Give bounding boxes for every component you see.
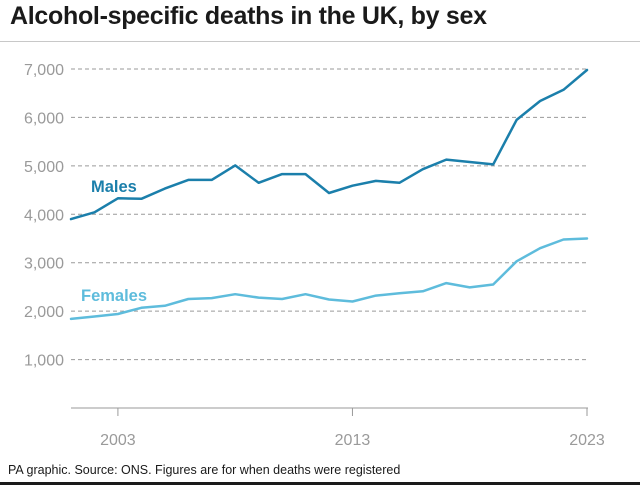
y-tick-label: 4,000 <box>24 207 64 224</box>
x-tick-label: 2023 <box>569 432 605 449</box>
series-line-males <box>69 68 589 221</box>
title-divider <box>0 41 640 42</box>
x-tick-label: 2003 <box>100 432 136 449</box>
series-line-females <box>69 237 589 321</box>
series-label-males: Males <box>91 178 137 196</box>
series-label-females: Females <box>81 287 147 305</box>
x-tick-label: 2013 <box>335 432 371 449</box>
series-lines <box>69 68 589 321</box>
chart-title: Alcohol-specific deaths in the UK, by se… <box>10 2 487 30</box>
axes: 1,000 2,000 3,000 4,000 5,000 6,000 7,000 2003 2… <box>24 62 605 449</box>
footer-rule <box>0 482 640 485</box>
y-tick-label: 5,000 <box>24 159 64 176</box>
line-chart: 1,000 2,000 3,000 4,000 5,000 6,000 7,000 2003 2… <box>24 62 605 449</box>
y-tick-label: 3,000 <box>24 256 64 273</box>
y-tick-label: 2,000 <box>24 304 64 321</box>
y-tick-label: 6,000 <box>24 110 64 127</box>
gridlines <box>71 68 588 361</box>
y-tick-label: 1,000 <box>24 353 64 370</box>
y-tick-label: 7,000 <box>24 62 64 79</box>
series-labels: Males Females <box>81 178 147 305</box>
source-note: PA graphic. Source: ONS. Figures are for… <box>8 463 401 477</box>
